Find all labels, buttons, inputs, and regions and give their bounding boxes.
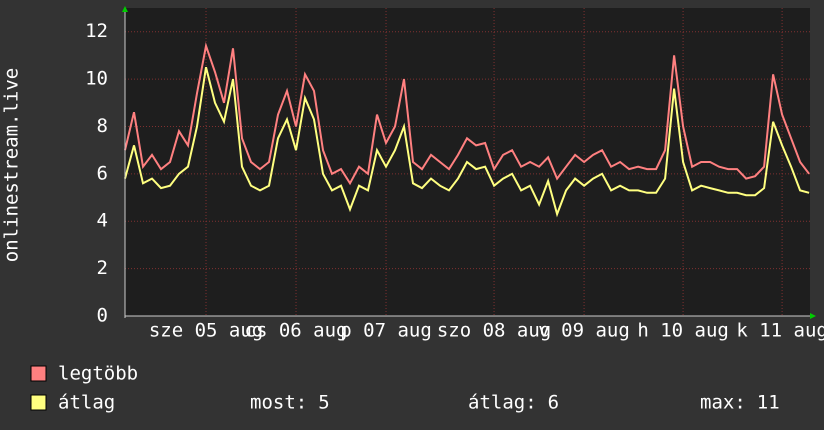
legend-label: átlag xyxy=(58,392,115,414)
y-axis-label: onlinestream.live xyxy=(1,68,23,262)
stat-label: max: xyxy=(700,392,746,414)
stat-label: most: xyxy=(250,392,307,414)
x-tick-label: p 07 aug xyxy=(340,320,432,342)
x-tick-label: v 09 aug xyxy=(538,320,630,342)
y-tick-label: 10 xyxy=(85,68,108,90)
x-tick-label: cs 06 aug xyxy=(245,320,348,342)
legend-swatch xyxy=(30,365,47,382)
x-tick-label: szo 08 aug xyxy=(437,320,551,342)
legend-swatch xyxy=(30,394,47,411)
x-tick-label: sze 05 aug xyxy=(149,320,263,342)
stat-value: 5 xyxy=(318,392,329,414)
lines xyxy=(124,42,810,218)
stat-value: 6 xyxy=(548,392,559,414)
x-arrow xyxy=(810,313,816,319)
series-line xyxy=(124,66,810,218)
legend-label: legtöbb xyxy=(58,363,138,385)
y-tick-label: 0 xyxy=(97,305,108,327)
x-tick-label: k 11 aug xyxy=(736,320,824,342)
y-tick-label: 8 xyxy=(97,115,108,137)
y-tick-label: 12 xyxy=(85,20,108,42)
series-line xyxy=(124,42,810,186)
y-arrow xyxy=(122,6,128,12)
y-tick-label: 2 xyxy=(97,257,108,279)
y-tick-label: 4 xyxy=(97,210,108,232)
grid xyxy=(125,8,810,317)
stat-label: átlag: xyxy=(468,392,537,414)
stat-value: 11 xyxy=(757,392,780,414)
x-tick-label: h 10 aug xyxy=(637,320,729,342)
y-tick-label: 6 xyxy=(97,162,108,184)
